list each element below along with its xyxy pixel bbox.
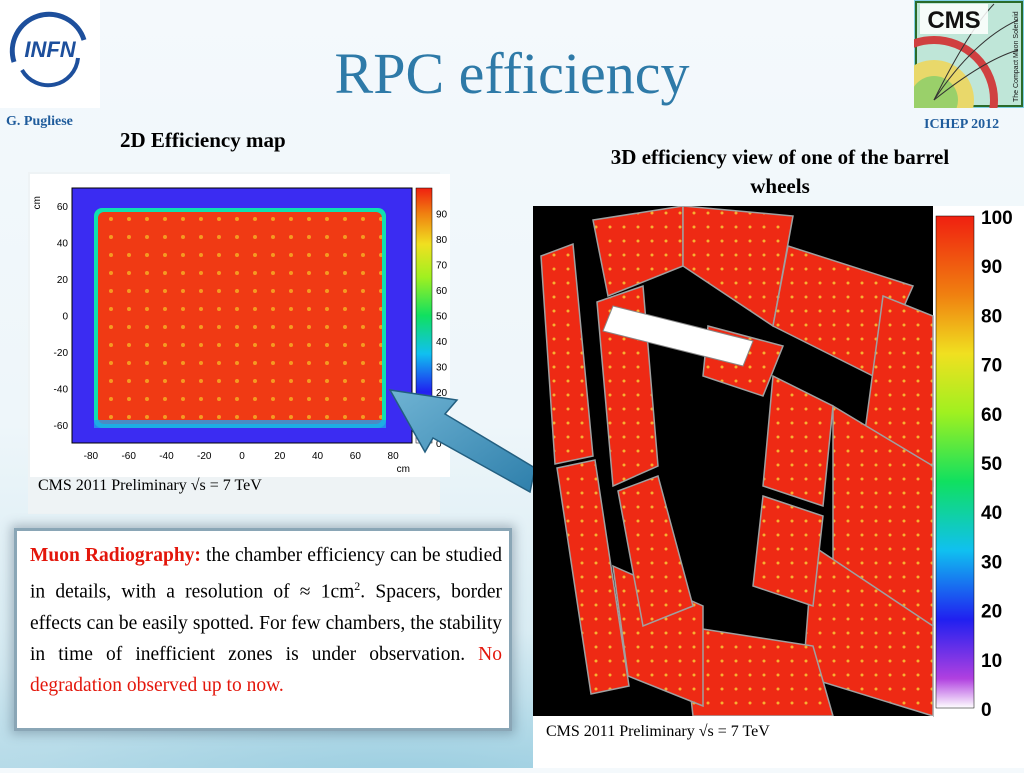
y-axis-label-2d: cm — [32, 196, 43, 209]
heading-3d-line2: wheels — [750, 174, 810, 198]
colorbar-tick-2d-1: 80 — [436, 235, 448, 246]
x-tick-2d-7: 60 — [350, 451, 362, 462]
heading-3d-line1: 3D efficiency view of one of the barrel — [610, 145, 950, 169]
colorbar-3d — [935, 215, 975, 709]
cms-logo-subtext: The Compact Muon Solenoid — [1013, 11, 1020, 102]
colorbar-tick-3d-6: 40 — [981, 503, 1002, 524]
efficiency-view-3d: 100 90 80 70 60 50 40 30 20 10 0 — [533, 205, 1024, 768]
colorbar-tick-3d-1: 90 — [981, 257, 1002, 278]
slide-title: RPC efficiency — [334, 41, 690, 106]
caption-3d: CMS 2011 Preliminary √s = 7 TeV — [546, 723, 770, 740]
author-label: G. Pugliese — [6, 114, 73, 129]
x-tick-2d-6: 40 — [312, 451, 324, 462]
colorbar-tick-2d-7: 20 — [436, 388, 448, 399]
colorbar-tick-3d-8: 20 — [981, 602, 1002, 623]
y-tick-2d-0: 60 — [57, 202, 69, 213]
colorbar-tick-3d-0: 100 — [981, 208, 1013, 229]
heading-3d-view: 3D efficiency view of one of the barrel … — [540, 143, 1020, 201]
efficiency-map-2d: cm cm 60 40 20 0 -20 -40 -60 -80 -60 -40 -20 0 20 40… — [30, 174, 450, 477]
x-tick-2d-5: 20 — [274, 451, 286, 462]
heading-2d-map: 2D Efficiency map — [120, 128, 286, 152]
radiography-body-1: the chamber efficiency can be studied in… — [30, 545, 502, 603]
y-tick-2d-6: -60 — [54, 421, 69, 432]
colorbar-tick-2d-3: 60 — [436, 286, 448, 297]
colorbar-tick-3d-2: 80 — [981, 306, 1002, 327]
x-tick-2d-2: -40 — [159, 451, 174, 462]
x-tick-2d-8: 80 — [388, 451, 400, 462]
colorbar-tick-2d-4: 50 — [436, 312, 448, 323]
infn-logo-text: INFN — [24, 37, 76, 62]
y-tick-2d-4: -20 — [54, 348, 69, 359]
efficiency-region — [98, 212, 382, 424]
x-tick-2d-1: -60 — [121, 451, 136, 462]
colorbar-tick-2d-9: 0 — [436, 439, 442, 450]
radiography-body-2: . Spacers, border effects can be easily … — [30, 581, 502, 665]
x-tick-2d-3: -20 — [197, 451, 212, 462]
colorbar-tick-2d-6: 30 — [436, 363, 448, 374]
colorbar-tick-3d-3: 70 — [981, 356, 1002, 377]
y-tick-2d-1: 40 — [57, 239, 69, 250]
cms-logo-text: CMS — [927, 7, 980, 34]
radiography-superscript: 2 — [354, 579, 361, 593]
colorbar-tick-3d-4: 60 — [981, 405, 1002, 426]
y-tick-2d-2: 20 — [57, 275, 69, 286]
colorbar-tick-2d-0: 90 — [436, 210, 448, 221]
radiography-lead: Muon Radiography: — [30, 545, 201, 566]
colorbar-tick-2d-5: 40 — [436, 337, 448, 348]
radiography-description: Muon Radiography: the chamber efficiency… — [30, 540, 502, 701]
conference-label: ICHEP 2012 — [924, 117, 1000, 132]
infn-logo: INFN — [0, 0, 100, 108]
radiography-textbox — [17, 531, 509, 728]
arrow-graphic — [388, 389, 536, 494]
colorbar-tick-3d-7: 30 — [981, 552, 1002, 573]
colorbar-tick-3d-9: 10 — [981, 651, 1002, 672]
x-tick-2d-4: 0 — [239, 451, 245, 462]
x-tick-2d-0: -80 — [84, 451, 99, 462]
colorbar-tick-3d-10: 0 — [981, 700, 992, 721]
colorbar-tick-2d-2: 70 — [436, 261, 448, 272]
y-tick-2d-5: -40 — [54, 384, 69, 395]
y-tick-2d-3: 0 — [62, 312, 68, 323]
caption-2d: CMS 2011 Preliminary √s = 7 TeV — [38, 477, 262, 494]
colorbar-tick-3d-5: 50 — [981, 454, 1002, 475]
radiography-conclusion: No degradation observed up to now. — [30, 643, 503, 696]
x-axis-label-2d: cm — [397, 464, 410, 475]
